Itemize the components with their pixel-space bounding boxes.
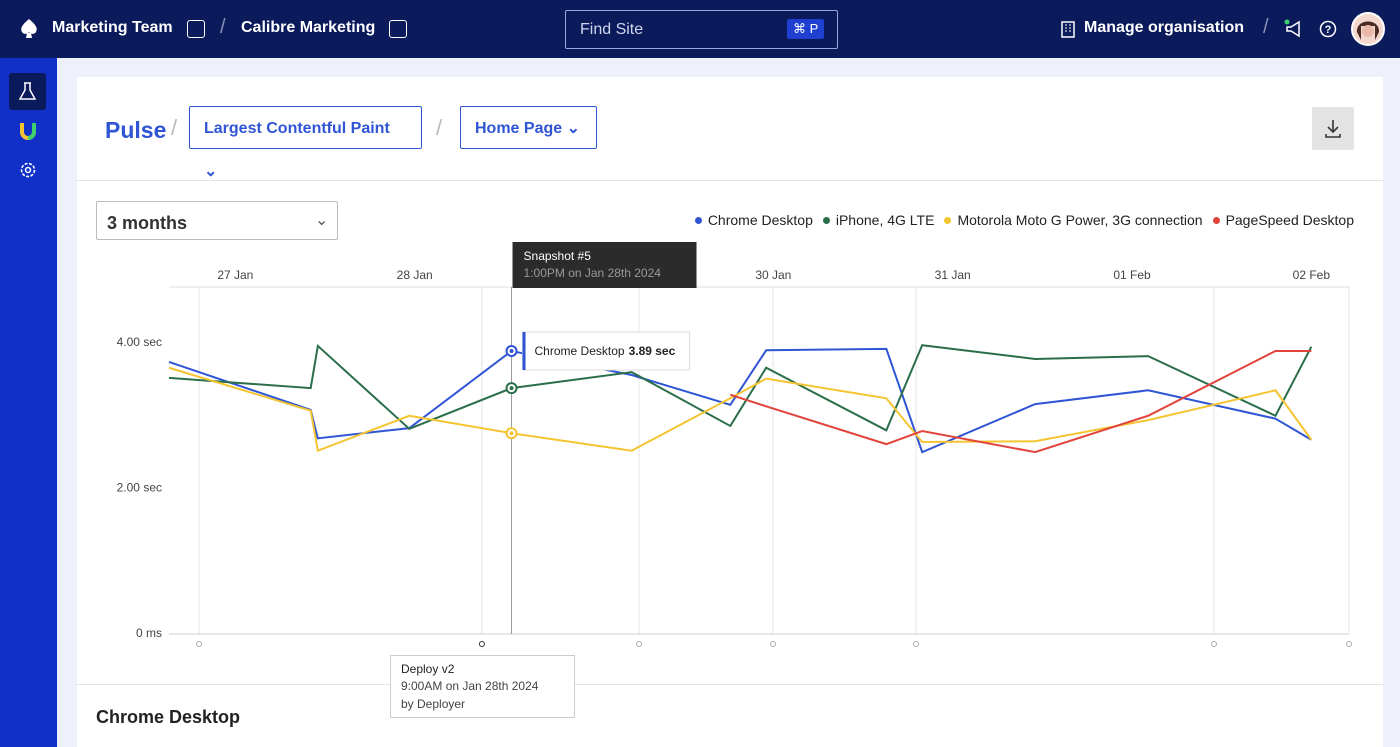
logo	[21, 19, 37, 38]
nav-logo[interactable]	[18, 121, 38, 141]
legend-swatch	[694, 217, 702, 224]
legend-label: Motorola Moto G Power, 3G connection	[957, 212, 1203, 228]
separator: /	[1263, 16, 1269, 38]
metric-select[interactable]: Largest Contentful Paint ⌄	[189, 106, 422, 180]
manage-org[interactable]: Manage organisation	[1084, 19, 1245, 36]
separator: /	[220, 16, 226, 38]
legend-item[interactable]: Motorola Moto G Power, 3G connection	[944, 212, 1203, 228]
shortcut: ⌘ P	[787, 19, 825, 39]
legend-item[interactable]: Chrome Desktop	[694, 212, 813, 228]
site-name[interactable]: Calibre Marketing	[241, 19, 376, 36]
chevron: ⌄	[315, 212, 329, 229]
page-select[interactable]: Home Page ⌄	[460, 106, 597, 149]
team-name[interactable]: Marketing Team	[52, 19, 173, 36]
site-dropdown[interactable]	[389, 20, 407, 38]
nav-lab[interactable]	[9, 73, 46, 110]
range-select[interactable]: 3 months ⌄	[96, 201, 338, 240]
range-label: 3 months	[107, 213, 188, 233]
legend-label: PageSpeed Desktop	[1225, 212, 1354, 228]
avatar[interactable]	[1351, 12, 1385, 46]
divider	[77, 684, 1383, 685]
card: Pulse / Largest Contentful Paint ⌄ / Hom…	[77, 77, 1383, 747]
legend-swatch	[1212, 217, 1220, 224]
legend-item[interactable]: iPhone, 4G LTE	[822, 212, 935, 228]
separator: /	[436, 115, 443, 140]
separator: /	[171, 115, 178, 140]
help-icon[interactable]: ?	[1319, 20, 1337, 38]
download-button[interactable]	[1312, 107, 1354, 150]
building-icon	[1061, 21, 1075, 38]
legend-label: iPhone, 4G LTE	[835, 212, 935, 228]
legend: Chrome Desktop iPhone, 4G LTE Motorola Mot…	[694, 212, 1354, 228]
page-label: Home Page	[475, 120, 563, 137]
top-nav: Marketing Team / Calibre Marketing Find …	[0, 0, 1400, 58]
nav-settings[interactable]	[19, 161, 37, 179]
legend-item[interactable]: PageSpeed Desktop	[1212, 212, 1354, 228]
section-title: Chrome Desktop	[96, 707, 241, 727]
announce-icon[interactable]	[1284, 19, 1304, 39]
team-dropdown[interactable]	[187, 20, 205, 38]
legend-label: Chrome Desktop	[707, 212, 813, 228]
search-placeholder: Find Site	[580, 21, 644, 38]
svg-text:?: ?	[1325, 24, 1332, 36]
sidebar	[0, 58, 57, 747]
legend-swatch	[822, 217, 830, 224]
search-box[interactable]: Find Site ⌘ P	[565, 10, 838, 49]
metric-label: Largest Contentful Paint	[204, 120, 390, 137]
page-title: Pulse	[105, 117, 167, 143]
divider	[77, 180, 1383, 181]
legend-swatch	[944, 217, 952, 224]
